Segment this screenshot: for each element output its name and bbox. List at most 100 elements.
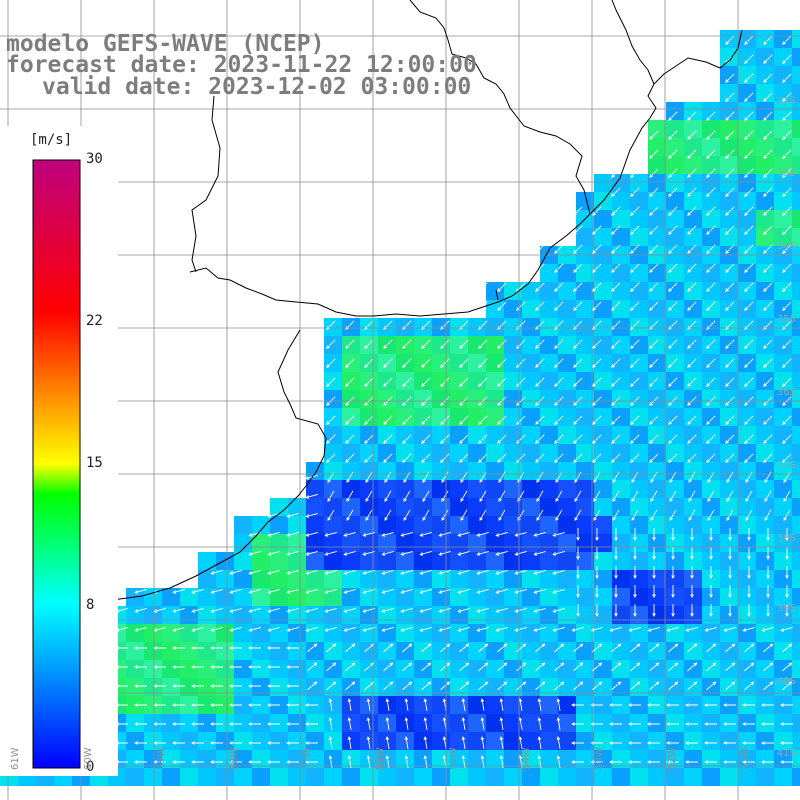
speed-cell — [270, 498, 288, 516]
wind-arrow — [554, 339, 564, 349]
speed-cell — [414, 606, 432, 624]
wind-arrow — [763, 339, 773, 349]
speed-cell — [324, 570, 342, 588]
wind-arrow — [400, 531, 413, 537]
speed-cell — [540, 300, 558, 318]
speed-cell — [360, 516, 378, 534]
wind-arrow — [668, 339, 678, 349]
speed-cell — [126, 714, 144, 732]
speed-cell — [306, 462, 324, 480]
wind-arrow — [763, 35, 773, 45]
speed-cell — [234, 768, 252, 786]
speed-cell — [774, 336, 792, 354]
wind-arrow — [595, 585, 599, 598]
speed-cell — [702, 768, 720, 786]
speed-cell — [324, 714, 342, 732]
speed-cell — [162, 768, 180, 786]
speed-cell — [666, 642, 684, 660]
wind-arrow — [763, 149, 773, 159]
speed-cell — [702, 318, 720, 336]
speed-cell — [720, 300, 738, 318]
speed-cell — [252, 660, 270, 678]
wind-arrow — [609, 703, 622, 707]
wind-arrow — [326, 434, 336, 444]
wind-arrow — [709, 566, 713, 579]
latitude-label: 36S — [776, 387, 796, 398]
wind-arrow — [761, 760, 774, 764]
wind-arrow — [459, 377, 469, 387]
speed-cell — [756, 750, 774, 768]
speed-cell — [414, 534, 432, 552]
speed-cell — [306, 552, 324, 570]
speed-cell — [738, 570, 756, 588]
speed-cell — [666, 588, 684, 606]
speed-cell — [558, 426, 576, 444]
speed-cell — [702, 714, 720, 732]
speed-cell — [198, 660, 216, 678]
speed-cell — [396, 444, 414, 462]
speed-cell — [756, 462, 774, 480]
speed-cell — [450, 588, 468, 606]
speed-cell — [324, 318, 342, 336]
wind-arrow — [592, 301, 602, 311]
speed-cell — [792, 660, 800, 678]
wind-arrow — [744, 662, 755, 672]
speed-cell — [522, 444, 540, 462]
speed-cell — [522, 750, 540, 768]
speed-cell — [792, 300, 800, 318]
speed-cell — [666, 192, 684, 210]
wind-arrow — [210, 588, 223, 594]
wind-arrow — [611, 453, 621, 463]
wind-arrow — [576, 585, 580, 598]
wind-arrow — [267, 646, 280, 650]
speed-cell — [144, 732, 162, 750]
speed-cell — [612, 678, 630, 696]
speed-cell — [504, 318, 522, 336]
speed-cell — [756, 174, 774, 192]
wind-arrow — [343, 626, 356, 632]
wind-arrow — [590, 722, 603, 726]
speed-cell — [774, 210, 792, 228]
wind-arrow — [763, 263, 773, 273]
speed-cell — [648, 768, 666, 786]
speed-cell — [684, 642, 702, 660]
wind-arrow — [609, 722, 622, 726]
speed-cell — [648, 480, 666, 498]
wind-arrow — [630, 206, 640, 216]
wind-arrow — [687, 206, 697, 216]
speed-cell — [234, 714, 252, 732]
wind-arrow — [726, 471, 734, 484]
speed-cell — [792, 210, 800, 228]
speed-cell — [576, 552, 594, 570]
speed-cell — [288, 498, 306, 516]
wind-arrow — [706, 168, 716, 178]
speed-cell — [684, 732, 702, 750]
wind-arrow — [554, 415, 564, 425]
speed-cell — [216, 696, 234, 714]
speed-cell — [522, 552, 540, 570]
speed-cell — [774, 354, 792, 372]
speed-cell — [558, 354, 576, 372]
wind-arrow — [229, 760, 242, 764]
wind-arrow — [422, 509, 430, 522]
wind-arrow — [707, 471, 715, 484]
wind-arrow — [345, 453, 355, 463]
wind-arrow — [533, 588, 546, 594]
speed-cell — [738, 120, 756, 138]
speed-cell — [468, 588, 486, 606]
wind-arrow — [554, 358, 564, 368]
speed-cell — [558, 498, 576, 516]
wind-arrow — [690, 566, 694, 579]
speed-cell — [702, 444, 720, 462]
speed-cell — [126, 606, 144, 624]
speed-cell — [504, 516, 522, 534]
speed-cell — [342, 750, 360, 768]
speed-cell — [738, 642, 756, 660]
speed-cell — [558, 570, 576, 588]
wind-arrow — [438, 569, 451, 575]
wind-arrow — [764, 471, 772, 484]
speed-cell — [504, 300, 522, 318]
speed-cell — [270, 516, 288, 534]
speed-cell — [324, 372, 342, 390]
wind-arrow — [687, 187, 697, 197]
